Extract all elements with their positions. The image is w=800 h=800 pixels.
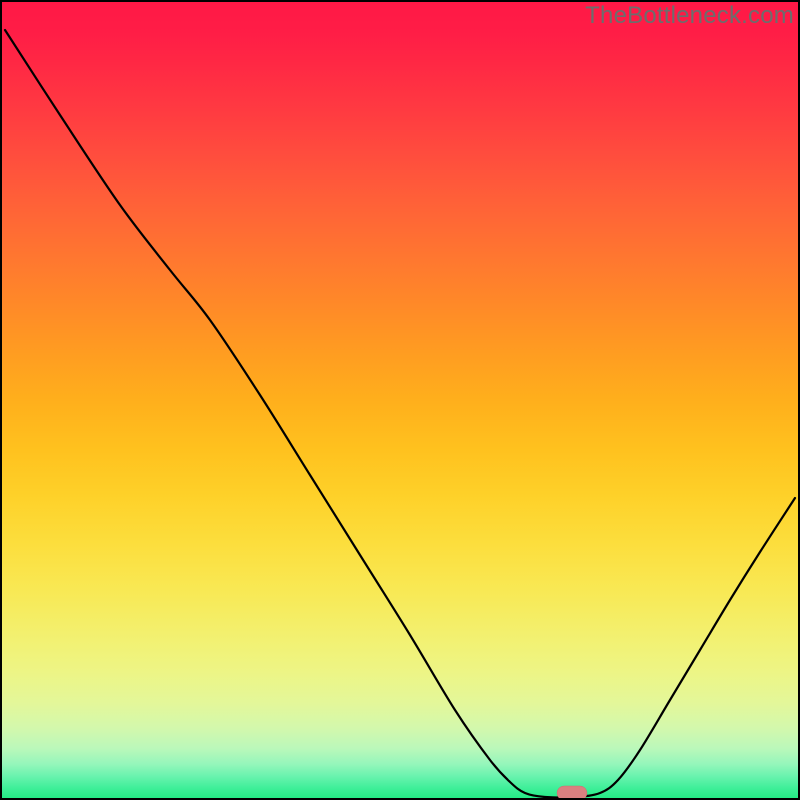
- plot-svg: [0, 0, 800, 800]
- chart-root: TheBottleneck.com: [0, 0, 800, 800]
- background-rect: [0, 0, 800, 800]
- optimum-marker: [557, 786, 587, 800]
